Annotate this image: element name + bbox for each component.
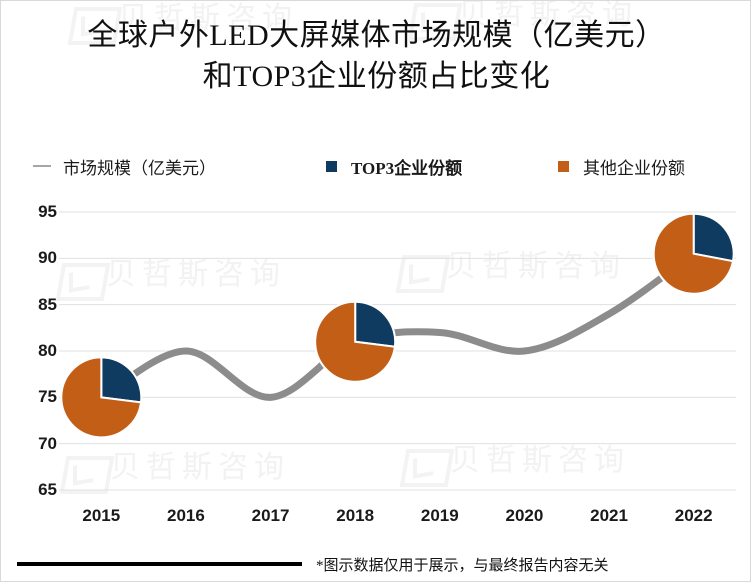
- y-axis-tick: 80: [38, 341, 57, 360]
- x-axis-tick: 2022: [674, 506, 713, 525]
- chart-title: 全球户外LED大屏媒体市场规模（亿美元） 和TOP3企业份额占比变化: [1, 15, 750, 97]
- footnote: *图示数据仅用于展示，与最终报告内容无关: [1, 549, 750, 579]
- legend-item-other-share[interactable]: 其他企业份额: [558, 153, 685, 179]
- x-axis-labels: 2015 2016 2017 2018 2019 2020 2021 2022: [1, 506, 750, 534]
- pie-slice: [314, 300, 396, 383]
- legend-label-market-size: 市场规模（亿美元）: [63, 158, 216, 178]
- y-axis-tick: 85: [38, 294, 57, 314]
- chart-title-line-1: 全球户外LED大屏媒体市场规模（亿美元）: [87, 19, 666, 52]
- legend-square-marker-icon: [558, 160, 569, 172]
- pie-marker-2015[interactable]: [60, 356, 143, 439]
- x-axis-tick: 2016: [167, 506, 205, 525]
- y-axis-tick: 90: [38, 248, 57, 268]
- footnote-rule: [17, 562, 302, 566]
- legend-item-top3-share[interactable]: TOP3企业份额: [326, 153, 462, 179]
- y-axis-tick: 75: [38, 387, 57, 407]
- pie-marker-2018[interactable]: [314, 300, 397, 383]
- market-size-line: [97, 250, 698, 401]
- x-axis-tick: 2018: [336, 506, 375, 525]
- x-axis-tick: 2015: [82, 506, 121, 525]
- pie-slice: [652, 212, 735, 295]
- legend-label-other-share: 其他企业份额: [583, 158, 685, 178]
- x-axis-tick: 2019: [420, 506, 459, 525]
- pie-marker-2022[interactable]: [652, 212, 735, 295]
- legend-item-market-size[interactable]: 市场规模（亿美元）: [33, 153, 216, 179]
- y-axis-tick: 70: [38, 433, 57, 453]
- y-axis-tick: 95: [38, 202, 57, 221]
- y-axis-labels: 65 70 75 80 85 90 95: [11, 1, 57, 581]
- footnote-text: *图示数据仅用于展示，与最终报告内容无关: [316, 557, 609, 574]
- chart-title-line-2: 和TOP3企业份额占比变化: [202, 60, 551, 93]
- legend-label-top3-share: TOP3企业份额: [351, 158, 463, 178]
- pie-slice: [60, 356, 143, 439]
- pie-slice: [354, 300, 397, 348]
- gridlines: [59, 211, 736, 491]
- pie-markers: [60, 212, 735, 439]
- x-axis-tick: 2020: [505, 506, 544, 525]
- chart-legend: 市场规模（亿美元） TOP3企业份额 其他企业份额: [29, 153, 729, 179]
- legend-square-marker-icon: [326, 160, 337, 172]
- y-axis-tick: 65: [38, 480, 57, 499]
- legend-line-marker-icon: [33, 165, 51, 167]
- pie-slice: [100, 356, 143, 404]
- pie-slice: [692, 212, 735, 263]
- x-axis-tick: 2021: [590, 506, 628, 525]
- x-axis-tick: 2017: [251, 506, 290, 525]
